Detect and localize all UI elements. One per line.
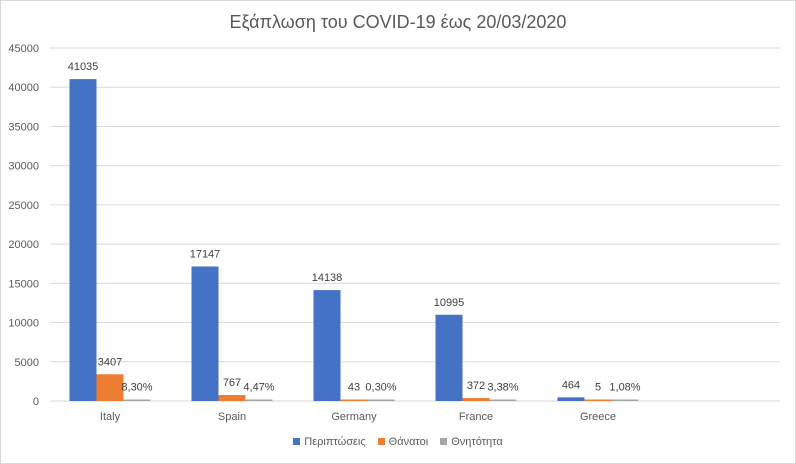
y-tick-label: 40000 bbox=[8, 82, 39, 94]
data-label: 767 bbox=[223, 377, 241, 389]
y-tick-label: 20000 bbox=[8, 239, 39, 251]
bar bbox=[611, 399, 639, 401]
data-label: 14138 bbox=[312, 272, 343, 284]
data-label: 8,30% bbox=[121, 382, 152, 394]
data-label: 1,08% bbox=[609, 382, 640, 394]
x-category-label: Germany bbox=[331, 411, 377, 423]
bar bbox=[367, 399, 395, 401]
legend-label: Θνητότητα bbox=[451, 436, 503, 448]
data-label: 17147 bbox=[190, 248, 221, 260]
bars bbox=[69, 79, 639, 402]
bar bbox=[245, 399, 273, 401]
data-label: 372 bbox=[467, 380, 485, 392]
bar bbox=[313, 290, 341, 401]
y-tick-label: 5000 bbox=[15, 357, 39, 369]
data-label: 464 bbox=[562, 379, 580, 391]
legend-item: Περιπτώσεις bbox=[293, 436, 366, 448]
y-tick-label: 30000 bbox=[8, 161, 39, 173]
bar bbox=[462, 398, 490, 401]
y-axis-ticks: 0 5000 10000 15000 20000 25000 30000 35000 40000… bbox=[8, 43, 39, 408]
bar bbox=[435, 314, 463, 401]
bar bbox=[557, 397, 585, 401]
bar bbox=[191, 266, 219, 401]
data-labels: 41035 3407 8,30% 17147 767 4,47% 14138 43 0,30% 1… bbox=[68, 61, 641, 393]
legend: Περιπτώσεις Θάνατοι Θνητότητα bbox=[0, 436, 796, 448]
legend-item: Θάνατοι bbox=[377, 436, 429, 448]
x-category-label: France bbox=[459, 411, 493, 423]
chart-title: Εξάπλωση του COVID-19 έως 20/03/2020 bbox=[229, 12, 567, 32]
gridlines bbox=[50, 47, 780, 402]
legend-swatch bbox=[377, 438, 385, 445]
x-category-label: Spain bbox=[218, 411, 246, 423]
data-label: 41035 bbox=[68, 61, 99, 73]
legend-item: Θνητότητα bbox=[440, 436, 503, 448]
y-tick-label: 45000 bbox=[8, 43, 39, 55]
y-tick-label: 0 bbox=[33, 396, 39, 408]
y-tick-label: 35000 bbox=[8, 121, 39, 133]
x-axis-categories: Italy Spain Germany France Greece bbox=[100, 411, 616, 423]
bar bbox=[69, 79, 97, 402]
data-label: 43 bbox=[348, 382, 360, 394]
legend-swatch bbox=[293, 438, 301, 445]
bar bbox=[218, 394, 246, 401]
legend-swatch bbox=[440, 438, 448, 445]
bar bbox=[96, 374, 124, 401]
data-label: 4,47% bbox=[243, 382, 274, 394]
data-label: 3,38% bbox=[487, 382, 518, 394]
legend-label: Θάνατοι bbox=[388, 436, 429, 448]
x-category-label: Greece bbox=[580, 411, 616, 423]
bar bbox=[489, 399, 517, 401]
legend-label: Περιπτώσεις bbox=[304, 436, 366, 448]
y-tick-label: 15000 bbox=[8, 278, 39, 290]
data-label: 3407 bbox=[98, 356, 122, 368]
y-tick-label: 25000 bbox=[8, 200, 39, 212]
data-label: 10995 bbox=[434, 297, 465, 309]
bar bbox=[584, 399, 612, 401]
bar bbox=[123, 399, 151, 401]
x-category-label: Italy bbox=[100, 411, 121, 423]
bar bbox=[340, 399, 368, 401]
y-tick-label: 10000 bbox=[8, 318, 39, 330]
data-label: 5 bbox=[595, 382, 601, 394]
data-label: 0,30% bbox=[365, 382, 396, 394]
